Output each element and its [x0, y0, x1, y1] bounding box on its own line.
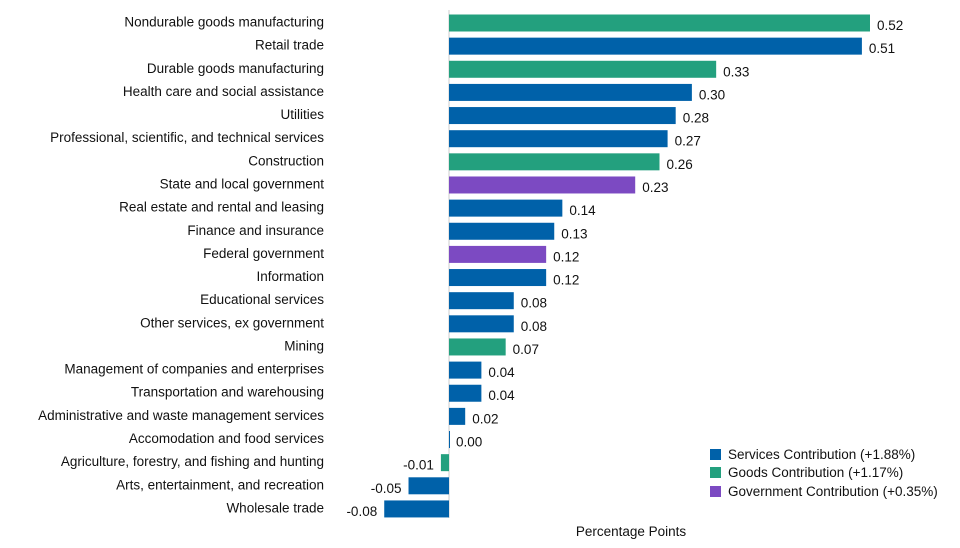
bar — [449, 130, 668, 148]
category-label: Information — [256, 269, 324, 284]
legend-label: Goods Contribution (+1.17%) — [728, 465, 904, 481]
category-label: Nondurable goods manufacturing — [124, 15, 324, 30]
legend-swatch — [710, 448, 721, 460]
data-label: -0.01 — [403, 458, 434, 473]
bar — [449, 37, 862, 55]
bar — [408, 477, 449, 495]
data-label: 0.08 — [521, 296, 547, 311]
legend-item: Government Contribution (+0.35%) — [710, 482, 938, 501]
bar — [449, 315, 514, 333]
category-label: Arts, entertainment, and recreation — [116, 477, 324, 492]
category-label: Mining — [284, 338, 324, 353]
legend-label: Government Contribution (+0.35%) — [728, 483, 938, 499]
bar — [449, 14, 870, 32]
data-label: -0.05 — [371, 481, 402, 496]
category-label: Durable goods manufacturing — [147, 61, 324, 76]
category-label: Federal government — [203, 246, 324, 261]
category-label: Finance and insurance — [187, 223, 324, 238]
bar — [449, 245, 547, 263]
bar — [449, 199, 563, 217]
bar — [449, 338, 506, 356]
bar — [449, 292, 514, 310]
category-label: Administrative and waste management serv… — [38, 408, 324, 423]
bar — [449, 60, 717, 78]
data-label: 0.14 — [569, 203, 596, 218]
data-label: 0.52 — [877, 18, 903, 33]
bar — [449, 107, 676, 125]
bar — [449, 176, 636, 194]
legend: Services Contribution (+1.88%) Goods Cont… — [710, 445, 938, 501]
category-label: Wholesale trade — [226, 500, 324, 515]
category-label: Transportation and warehousing — [131, 385, 324, 400]
data-label: 0.02 — [472, 411, 498, 426]
data-label: 0.00 — [456, 435, 482, 450]
data-label: 0.04 — [488, 365, 515, 380]
legend-swatch — [710, 467, 721, 479]
data-label: 0.07 — [513, 342, 539, 357]
bar — [449, 269, 547, 287]
data-label: 0.12 — [553, 249, 579, 264]
category-label: Other services, ex government — [140, 315, 324, 330]
category-label: State and local government — [160, 176, 325, 191]
bar — [384, 500, 449, 518]
data-label: 0.23 — [642, 180, 668, 195]
data-label: 0.30 — [699, 87, 725, 102]
data-label: 0.26 — [666, 157, 692, 172]
data-label: 0.08 — [521, 319, 547, 334]
data-label: 0.04 — [488, 388, 515, 403]
category-label: Utilities — [280, 107, 324, 122]
category-label: Health care and social assistance — [123, 84, 324, 99]
category-label: Retail trade — [255, 38, 324, 53]
legend-item: Goods Contribution (+1.17%) — [710, 464, 938, 483]
legend-label: Services Contribution (+1.88%) — [728, 446, 916, 462]
bar — [440, 454, 449, 472]
x-axis-label: Percentage Points — [575, 524, 687, 539]
data-label: -0.08 — [346, 504, 377, 519]
bar — [449, 407, 466, 425]
data-label: 0.51 — [869, 41, 895, 56]
category-label: Educational services — [200, 292, 324, 307]
category-label: Agriculture, forestry, and fishing and h… — [61, 454, 324, 469]
category-label: Management of companies and enterprises — [64, 362, 324, 377]
bar — [449, 83, 692, 101]
category-label: Accomodation and food services — [129, 431, 324, 446]
data-label: 0.28 — [683, 111, 709, 126]
category-label: Construction — [248, 153, 324, 168]
data-label: 0.27 — [675, 134, 701, 149]
legend-swatch — [710, 485, 721, 497]
data-label: 0.33 — [723, 64, 749, 79]
category-label: Professional, scientific, and technical … — [50, 130, 324, 145]
bar — [449, 384, 482, 402]
data-label: 0.12 — [553, 273, 579, 288]
data-label: 0.13 — [561, 226, 587, 241]
bar — [449, 431, 450, 449]
bar — [449, 222, 555, 240]
legend-item: Services Contribution (+1.88%) — [710, 445, 938, 464]
bar — [449, 361, 482, 379]
bar — [449, 153, 660, 171]
category-label: Real estate and rental and leasing — [119, 200, 324, 215]
